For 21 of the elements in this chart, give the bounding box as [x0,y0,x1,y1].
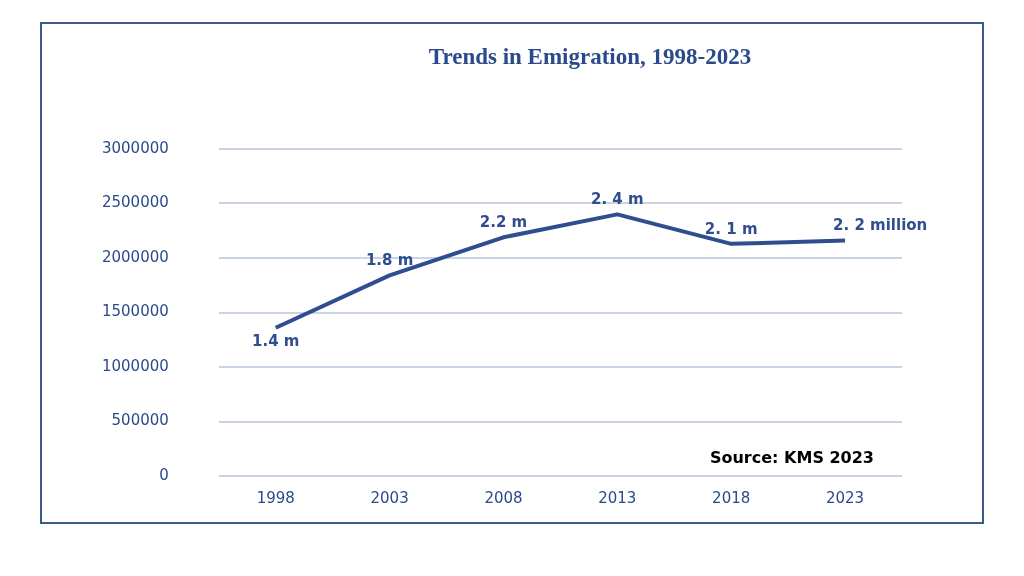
annotation: 1.4 m [252,331,300,350]
y-tick-label: 3000000 [101,138,169,157]
annotation: Source: KMS 2023 [709,448,874,468]
annotation: 2.2 m [479,213,528,232]
x-tick-label: 2003 [370,488,409,507]
y-tick-label: 2000000 [101,247,169,266]
x-tick-label: 2018 [712,488,751,507]
annotation: 1.8 m [365,251,414,270]
chart-title: Trends in Emigration, 1998-2023 [427,44,753,70]
y-tick-label: 500000 [111,411,169,430]
y-tick-label: 0 [159,465,169,484]
y-tick-label: 2500000 [101,193,169,212]
annotation: 2. 1 m [704,219,758,238]
x-tick-label: 2008 [484,488,523,507]
x-tick-label: 2013 [598,488,637,507]
annotation: 2. 2 million [833,216,928,235]
annotation: 2. 4 m [591,190,644,209]
x-tick-label: 1998 [256,488,295,507]
y-tick-label: 1500000 [101,302,169,321]
y-tick-label: 1000000 [101,356,169,375]
x-tick-label: 2023 [825,488,865,507]
